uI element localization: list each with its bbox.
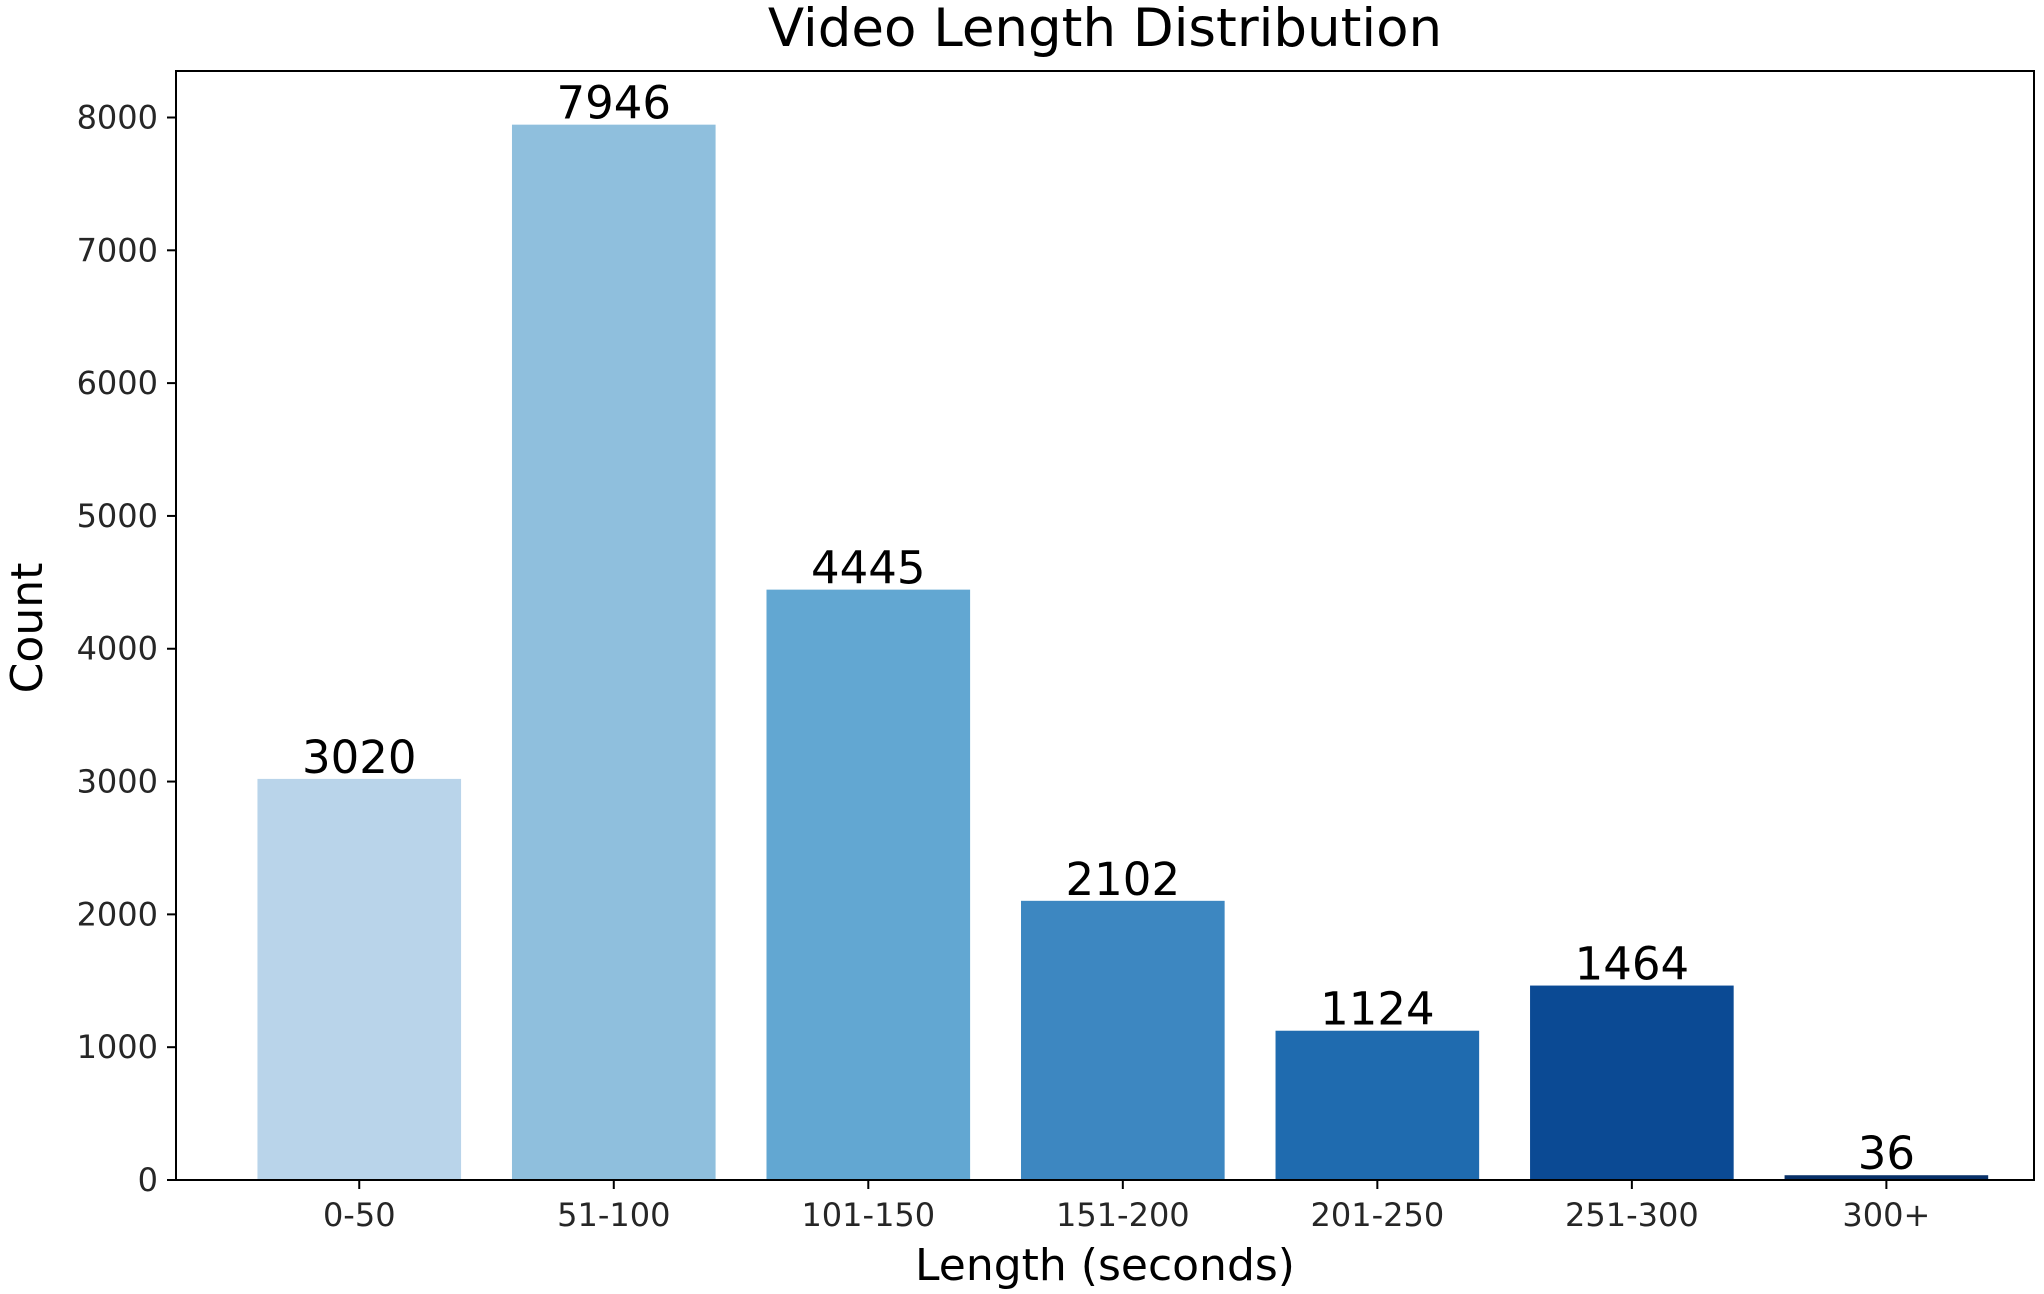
x-tick-label-300+: 300+ (1842, 1196, 1930, 1234)
x-tick-label-251-300: 251-300 (1565, 1196, 1699, 1234)
data-label-0-50: 3020 (302, 731, 417, 784)
bar-101-150 (766, 589, 971, 1180)
data-label-300+: 36 (1858, 1127, 1915, 1180)
bar-151-200 (1021, 900, 1225, 1180)
bars-group (257, 124, 1989, 1180)
plot-area: 3020 7946 4445 2102 1124 1464 36 0 1000 2000 3000… (77, 70, 2035, 1234)
chart-title: Video Length Distribution (768, 0, 1442, 59)
y-tick-label-2000: 2000 (77, 895, 158, 933)
y-tick-label-7000: 7000 (77, 231, 158, 269)
data-label-51-100: 7946 (557, 77, 672, 130)
x-axis-ticks: 0-50 51-100 101-150 151-200 201-250 251-300 30… (323, 1180, 1930, 1234)
data-label-151-200: 2102 (1066, 853, 1181, 906)
x-axis-label: Length (seconds) (915, 1240, 1295, 1291)
y-axis-ticks: 0 1000 2000 3000 4000 5000 6000 7000 8000 (77, 98, 176, 1199)
x-tick-label-101-150: 101-150 (801, 1196, 935, 1234)
y-tick-label-3000: 3000 (77, 763, 158, 801)
bar-51-100 (511, 124, 716, 1180)
bar-300+ (1784, 1175, 1989, 1180)
plot-frame (175, 70, 2035, 1181)
y-tick-label-5000: 5000 (77, 497, 158, 535)
data-label-201-250: 1124 (1320, 983, 1435, 1036)
x-tick-label-51-100: 51-100 (557, 1196, 670, 1234)
data-label-101-150: 4445 (811, 542, 926, 595)
y-tick-label-4000: 4000 (77, 630, 158, 668)
bar-0-50 (257, 778, 462, 1180)
data-labels-group: 3020 7946 4445 2102 1124 1464 36 (302, 77, 1915, 1181)
y-tick-label-8000: 8000 (77, 98, 158, 136)
data-label-251-300: 1464 (1575, 938, 1690, 991)
y-tick-label-6000: 6000 (77, 364, 158, 402)
y-axis-label: Count (2, 563, 53, 694)
x-tick-label-0-50: 0-50 (323, 1196, 396, 1234)
y-tick-label-0: 0 (138, 1161, 158, 1199)
y-tick-label-1000: 1000 (77, 1028, 158, 1066)
x-tick-label-151-200: 151-200 (1056, 1196, 1190, 1234)
bar-201-250 (1275, 1030, 1480, 1180)
bar-251-300 (1530, 985, 1734, 1180)
x-tick-label-201-250: 201-250 (1310, 1196, 1444, 1234)
